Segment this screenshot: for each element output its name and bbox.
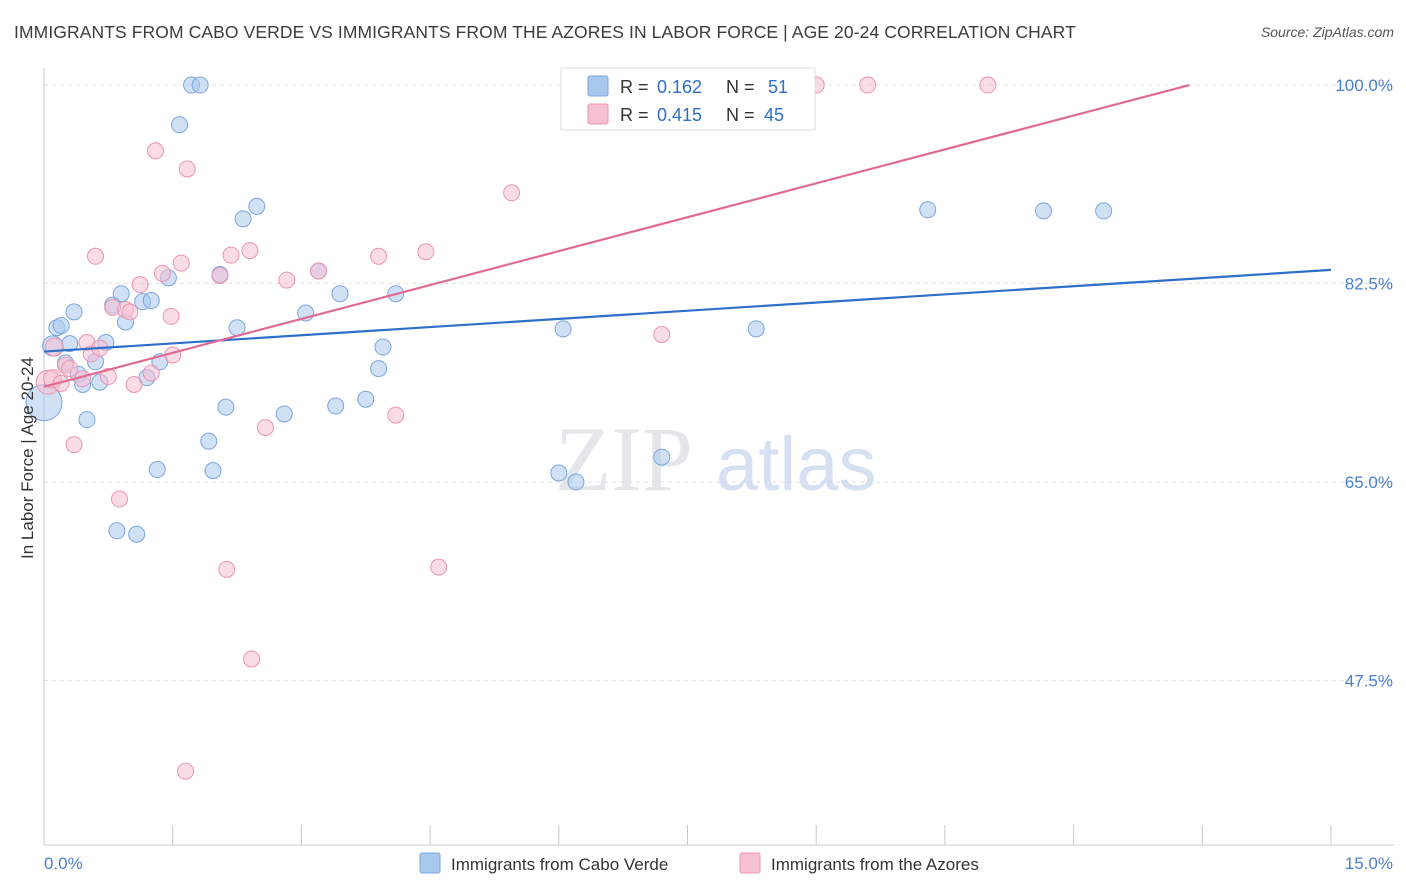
trend-lines [43, 83, 1332, 388]
point-s0-30 [217, 398, 235, 416]
point-s1-39 [503, 184, 521, 202]
point-s0-15 [112, 285, 130, 303]
series-1-points [35, 76, 997, 780]
stats-n-label-1: N = [726, 77, 755, 97]
point-s1-17 [125, 375, 143, 393]
point-s1-14 [111, 490, 129, 508]
points [25, 76, 1113, 780]
point-s1-33 [278, 271, 296, 289]
stats-box: R = 0.162 N = 51 R = 0.415 N = 45 [560, 67, 816, 131]
stats-r-label-2: R = [620, 105, 649, 125]
watermark-zip: ZIP [555, 408, 693, 510]
legend-swatch-azores [739, 852, 761, 874]
point-s1-22 [162, 307, 180, 325]
point-s1-20 [147, 142, 165, 160]
point-s1-34 [310, 262, 328, 280]
y-tick-labels: 100.0% 82.5% 65.0% 47.5% [1335, 76, 1393, 691]
axes [43, 68, 1394, 846]
legend: Immigrants from Cabo Verde Immigrants fr… [419, 852, 979, 874]
trend-line-1 [43, 83, 1190, 388]
point-s0-45 [567, 473, 585, 491]
point-s1-28 [218, 560, 236, 578]
point-s1-10 [86, 247, 104, 265]
point-s1-27 [211, 267, 229, 285]
point-s1-19 [142, 364, 160, 382]
point-s1-6 [65, 436, 83, 454]
point-s1-2 [44, 337, 64, 357]
point-s1-30 [241, 242, 259, 260]
point-s0-24 [171, 116, 189, 134]
point-s1-37 [417, 243, 435, 261]
point-s1-24 [172, 254, 190, 272]
gridlines [44, 84, 1394, 682]
point-s0-46 [653, 448, 671, 466]
stats-r-label-1: R = [620, 77, 649, 97]
point-s0-21 [148, 461, 166, 479]
y-axis-label: In Labor Force | Age 20-24 [18, 357, 37, 559]
x-tick-label-max: 15.0% [1345, 854, 1393, 873]
point-s0-43 [550, 464, 568, 482]
point-s0-17 [128, 525, 146, 543]
point-s1-25 [177, 762, 195, 780]
legend-label-azores: Immigrants from the Azores [771, 855, 979, 874]
point-s0-33 [248, 197, 266, 215]
point-s1-31 [243, 650, 261, 668]
point-s0-34 [275, 405, 293, 423]
stats-n-value-1: 51 [768, 77, 788, 97]
x-tick-labels: 0.0% 15.0% [44, 854, 1393, 873]
watermark: ZIP atlas [555, 408, 877, 510]
point-s0-47 [747, 320, 765, 338]
point-s1-44 [979, 76, 997, 94]
watermark-atlas: atlas [716, 422, 877, 507]
stats-r-value-2: 0.415 [657, 105, 702, 125]
legend-label-cabo-verde: Immigrants from Cabo Verde [451, 855, 668, 874]
point-s1-29 [222, 246, 240, 264]
chart-title: IMMIGRANTS FROM CABO VERDE VS IMMIGRANTS… [14, 22, 1076, 42]
point-s0-3 [52, 316, 70, 334]
point-s0-49 [1035, 202, 1053, 220]
y-tick-label-0: 100.0% [1335, 76, 1393, 95]
legend-swatch-cabo-verde [419, 852, 441, 874]
x-tick-label-min: 0.0% [44, 854, 83, 873]
point-s1-5 [61, 360, 79, 378]
point-s0-28 [204, 462, 222, 480]
point-s1-18 [131, 276, 149, 294]
point-s0-40 [370, 360, 388, 378]
y-tick-label-3: 47.5% [1345, 672, 1393, 691]
stats-swatch-azores [587, 103, 609, 125]
y-tick-label-1: 82.5% [1345, 275, 1393, 294]
point-s0-44 [554, 320, 572, 338]
point-s0-37 [327, 397, 345, 415]
point-s1-16 [121, 303, 139, 321]
stats-swatch-cabo-verde [587, 75, 609, 97]
point-s1-40 [653, 326, 671, 344]
stats-n-value-2: 45 [764, 105, 784, 125]
point-s0-20 [142, 292, 160, 310]
point-s1-21 [153, 264, 171, 282]
point-s0-32 [234, 210, 252, 228]
point-s1-26 [178, 160, 196, 178]
point-s0-26 [191, 76, 209, 94]
point-s1-35 [370, 247, 388, 265]
source-label: Source: ZipAtlas.com [1260, 24, 1394, 40]
point-s1-38 [430, 558, 448, 576]
point-s1-32 [256, 419, 274, 437]
point-s0-14 [108, 522, 126, 540]
point-s0-50 [1095, 202, 1113, 220]
point-s0-48 [919, 201, 937, 219]
point-s0-41 [374, 338, 392, 356]
point-s0-38 [331, 285, 349, 303]
point-s1-43 [859, 76, 877, 94]
point-s0-27 [200, 432, 218, 450]
point-s0-39 [357, 390, 375, 408]
point-s0-9 [78, 411, 96, 429]
point-s1-36 [387, 406, 405, 424]
stats-r-value-1: 0.162 [657, 77, 702, 97]
trend-line-0 [43, 268, 1332, 353]
stats-n-label-2: N = [726, 105, 755, 125]
point-s0-6 [65, 303, 83, 321]
point-s1-12 [99, 368, 117, 386]
y-tick-label-2: 65.0% [1345, 473, 1393, 492]
